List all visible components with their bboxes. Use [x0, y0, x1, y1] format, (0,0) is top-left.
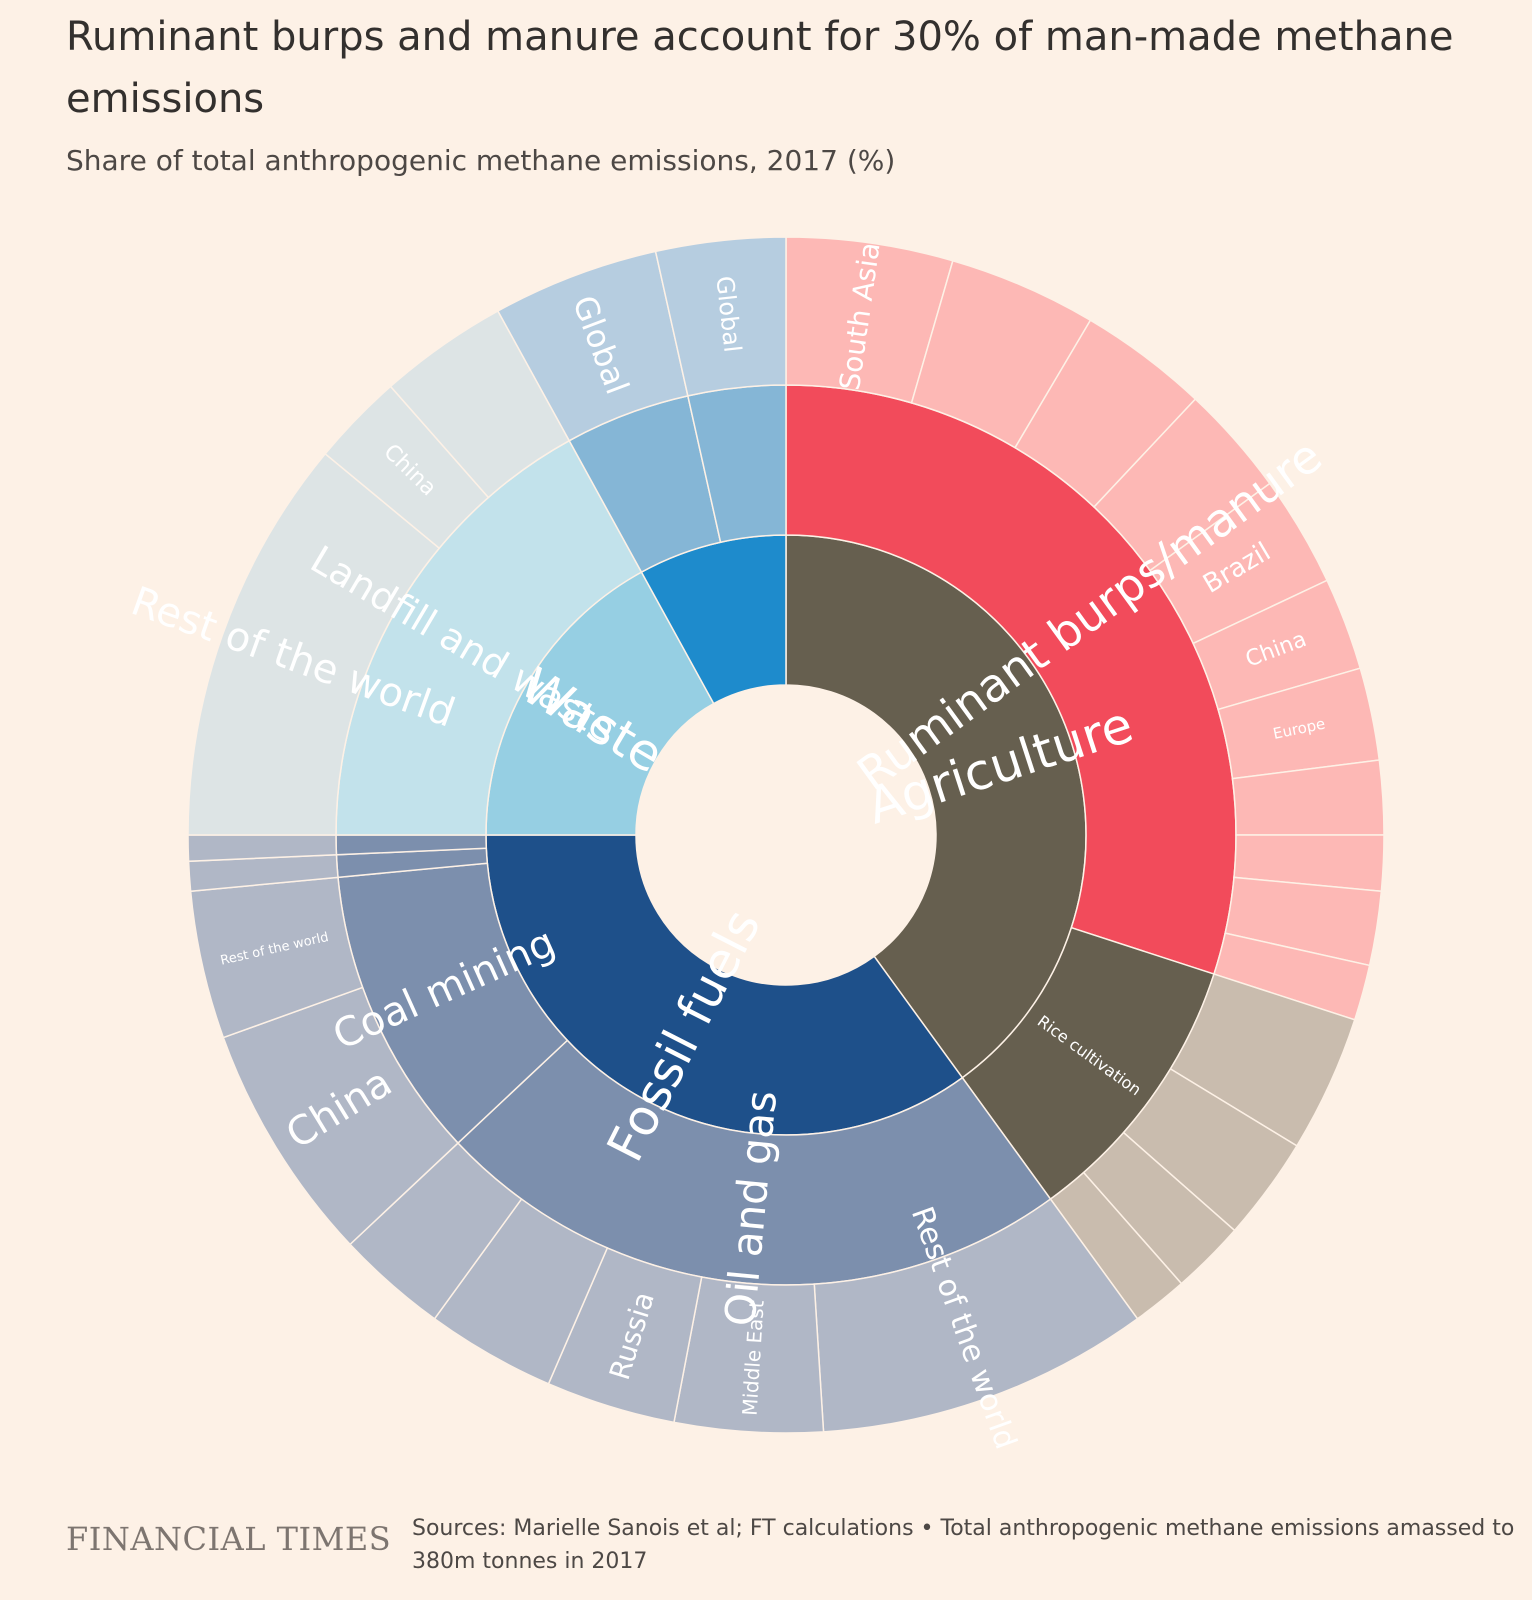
- source-note: Sources: Marielle Sanois et al; FT calcu…: [412, 1516, 1515, 1574]
- ring-subsector: [335, 384, 1237, 1286]
- ft-logo: FINANCIAL TIMES: [66, 1520, 392, 1558]
- ring-sector: [485, 534, 1087, 1136]
- chart-title: Ruminant burps and manure account for 30…: [66, 14, 1454, 122]
- ring-region: [187, 236, 1385, 1434]
- segment-global-r2: [654, 236, 787, 397]
- chart-subtitle: Share of total anthropogenic methane emi…: [66, 144, 896, 177]
